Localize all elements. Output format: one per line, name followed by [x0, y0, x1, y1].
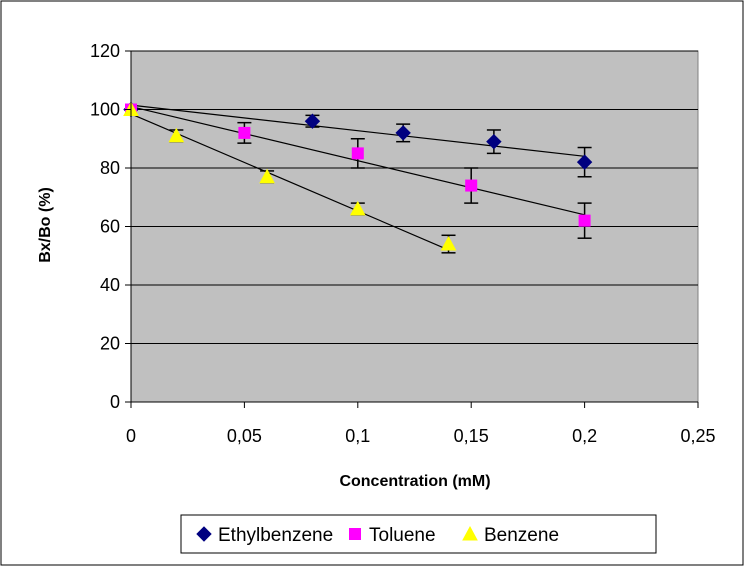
tick-labels: 0 20 40 60 80 100 120 0 0,05 0,1 0,15 0,2 0,25 — [90, 41, 716, 446]
toluene-point — [238, 126, 251, 139]
x-axis-title: Concentration (mM) — [339, 473, 490, 490]
x-tick-label: 0,1 — [345, 426, 370, 446]
y-tick-label: 0 — [110, 392, 120, 412]
y-axis-title: Bx/Bo (%) — [37, 187, 54, 263]
benzene-legend-label: Benzene — [484, 525, 559, 546]
ethylbenzene-point — [576, 154, 593, 170]
x-tick-label: 0,05 — [227, 426, 262, 446]
toluene-point — [351, 147, 364, 160]
benzene-legend-marker — [462, 525, 478, 541]
x-tick-label: 0,15 — [454, 426, 489, 446]
y-tick-label: 80 — [100, 158, 120, 178]
y-tick-label: 60 — [100, 217, 120, 237]
x-tick-label: 0,2 — [572, 426, 597, 446]
legend: Ethylbenzene Toluene Benzene — [180, 514, 657, 554]
benzene-point — [349, 200, 366, 216]
ethylbenzene-legend-label: Ethylbenzene — [218, 525, 333, 546]
benzene-point — [259, 168, 275, 184]
y-tick-label: 120 — [90, 41, 120, 61]
axes — [125, 50, 699, 408]
toluene-point — [578, 214, 591, 227]
ethylbenzene-point — [395, 125, 411, 141]
y-tick-label: 40 — [100, 275, 120, 295]
data-markers — [123, 101, 593, 251]
benzene-trendline — [130, 113, 449, 251]
toluene-point — [465, 179, 478, 192]
y-tick-label: 100 — [90, 100, 120, 120]
benzene-point — [440, 235, 457, 251]
ethylbenzene-point — [304, 113, 321, 129]
toluene-legend-marker — [349, 528, 361, 540]
benzene-point — [168, 127, 185, 143]
y-tick-label: 20 — [100, 334, 120, 354]
ethylbenzene-point — [486, 133, 502, 150]
ethylbenzene-legend-marker — [196, 526, 212, 542]
x-tick-label: 0,25 — [680, 426, 715, 446]
ethylbenzene-trendline — [130, 104, 585, 157]
gridlines — [131, 50, 698, 344]
x-tick-label: 0 — [126, 426, 136, 446]
toluene-legend-label: Toluene — [369, 525, 436, 546]
legend-box — [180, 514, 657, 554]
